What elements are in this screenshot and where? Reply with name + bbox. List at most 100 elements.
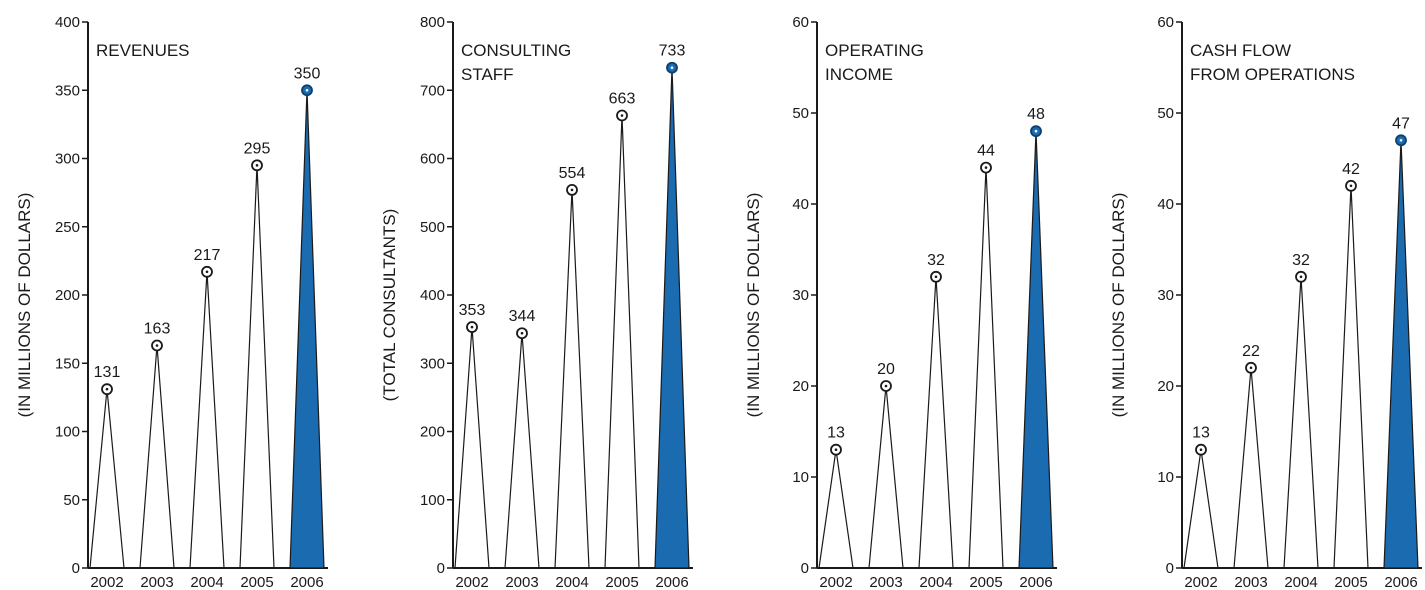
x-tick-label: 2006	[290, 574, 323, 590]
spike-2003	[139, 345, 175, 569]
x-tick-label: 2004	[1284, 574, 1317, 590]
y-tick-label: 200	[420, 424, 445, 441]
point-marker-center	[834, 448, 838, 452]
x-tick-label: 2004	[555, 574, 588, 590]
data-label: 353	[459, 302, 486, 319]
spike-2003	[1233, 367, 1269, 569]
y-tick-label: 100	[420, 492, 445, 509]
chart-panel-4: 0 10 20 30 40 50 60 (IN MILLIONS OF DOLLARS) CAS…	[1109, 14, 1422, 590]
spike-2004	[554, 189, 590, 569]
x-tick-label: 2005	[240, 574, 273, 590]
point-marker-center	[984, 166, 988, 169]
y-tick-label: 20	[792, 378, 809, 395]
x-tick-label: 2004	[919, 574, 952, 590]
spike-2005	[968, 167, 1004, 569]
y-tick-label: 350	[55, 82, 80, 99]
spike-2005	[239, 165, 275, 569]
chart-title: CONSULTING	[461, 41, 571, 60]
y-axis-label: (IN MILLIONS OF DOLLARS)	[15, 193, 34, 418]
data-label: 42	[1342, 161, 1360, 178]
y-tick-label: 0	[1166, 560, 1174, 577]
point-marker-center	[620, 114, 624, 117]
data-label: 217	[194, 247, 221, 264]
point-marker-center	[205, 270, 209, 274]
y-tick-label: 30	[792, 287, 809, 304]
y-tick-label: 50	[63, 492, 80, 509]
x-tick-label: 2003	[869, 574, 902, 590]
data-label: 13	[1192, 425, 1210, 442]
data-label: 20	[877, 361, 895, 378]
point-marker-center	[155, 344, 159, 347]
point-marker-center	[305, 88, 309, 92]
spike-2002	[1183, 449, 1219, 569]
y-tick-label: 30	[1157, 287, 1174, 304]
chart-title: INCOME	[825, 65, 893, 84]
spike-2004	[1283, 276, 1319, 569]
data-label: 13	[827, 425, 845, 442]
x-tick-label: 2005	[969, 574, 1002, 590]
chart-title: OPERATING	[825, 41, 924, 60]
y-tick-label: 40	[1157, 196, 1174, 213]
x-tick-label: 2006	[1384, 574, 1417, 590]
point-marker-center	[670, 66, 674, 70]
y-tick-label: 0	[437, 560, 445, 577]
data-label: 350	[294, 65, 321, 82]
chart-title: CASH FLOW	[1190, 41, 1291, 60]
chart-title: STAFF	[461, 65, 514, 84]
y-tick-label: 0	[72, 560, 80, 577]
data-label: 554	[559, 165, 586, 182]
data-label: 48	[1027, 106, 1045, 123]
chart-title: REVENUES	[96, 41, 190, 60]
y-tick-label: 500	[420, 219, 445, 236]
point-marker-center	[1249, 366, 1253, 370]
x-tick-label: 2006	[655, 574, 688, 590]
point-marker-center	[470, 325, 474, 329]
y-axis-label: (TOTAL CONSULTANTS)	[380, 209, 399, 402]
y-tick-label: 800	[420, 14, 445, 31]
data-label: 22	[1242, 343, 1260, 360]
point-marker-center	[1399, 139, 1403, 142]
point-marker-center	[1349, 184, 1353, 188]
x-tick-label: 2005	[1334, 574, 1367, 590]
y-tick-label: 40	[792, 196, 809, 213]
data-label: 344	[509, 308, 536, 325]
y-tick-label: 400	[420, 287, 445, 304]
spike-2005	[1333, 185, 1369, 569]
chart-title: FROM OPERATIONS	[1190, 65, 1355, 84]
y-tick-label: 250	[55, 219, 80, 236]
x-tick-label: 2002	[1184, 574, 1217, 590]
point-marker-center	[884, 384, 888, 388]
x-tick-label: 2002	[819, 574, 852, 590]
data-label: 733	[659, 43, 686, 60]
x-tick-label: 2004	[190, 574, 223, 590]
y-tick-label: 10	[1157, 469, 1174, 486]
data-label: 47	[1392, 115, 1410, 132]
y-axis-label: (IN MILLIONS OF DOLLARS)	[744, 193, 763, 418]
y-tick-label: 0	[801, 560, 809, 577]
x-tick-label: 2002	[455, 574, 488, 590]
point-marker-center	[1199, 448, 1203, 452]
chart-panel-2: 0 100 200 300 400 500 600 700 800 (TOTAL CONSULTA…	[380, 14, 693, 590]
y-tick-label: 150	[55, 355, 80, 372]
x-tick-label: 2002	[90, 574, 123, 590]
data-label: 32	[1292, 252, 1310, 269]
x-tick-label: 2006	[1019, 574, 1052, 590]
spike-2002	[89, 389, 125, 569]
y-tick-label: 60	[1157, 14, 1174, 31]
spike-2006	[1383, 140, 1419, 569]
point-marker-center	[1034, 129, 1038, 133]
y-tick-label: 10	[792, 469, 809, 486]
y-tick-label: 400	[55, 14, 80, 31]
y-tick-label: 200	[55, 287, 80, 304]
y-tick-label: 300	[55, 151, 80, 168]
data-label: 44	[977, 143, 995, 160]
y-tick-label: 60	[792, 14, 809, 31]
point-marker-center	[934, 275, 938, 279]
x-tick-label: 2005	[605, 574, 638, 590]
y-tick-label: 300	[420, 355, 445, 372]
spike-2003	[504, 333, 540, 569]
data-label: 163	[144, 321, 171, 338]
chart-panel-1: 0 50 100 150 200 250 300 350 400 (IN MILLIONS OF …	[15, 14, 328, 590]
y-tick-label: 600	[420, 151, 445, 168]
